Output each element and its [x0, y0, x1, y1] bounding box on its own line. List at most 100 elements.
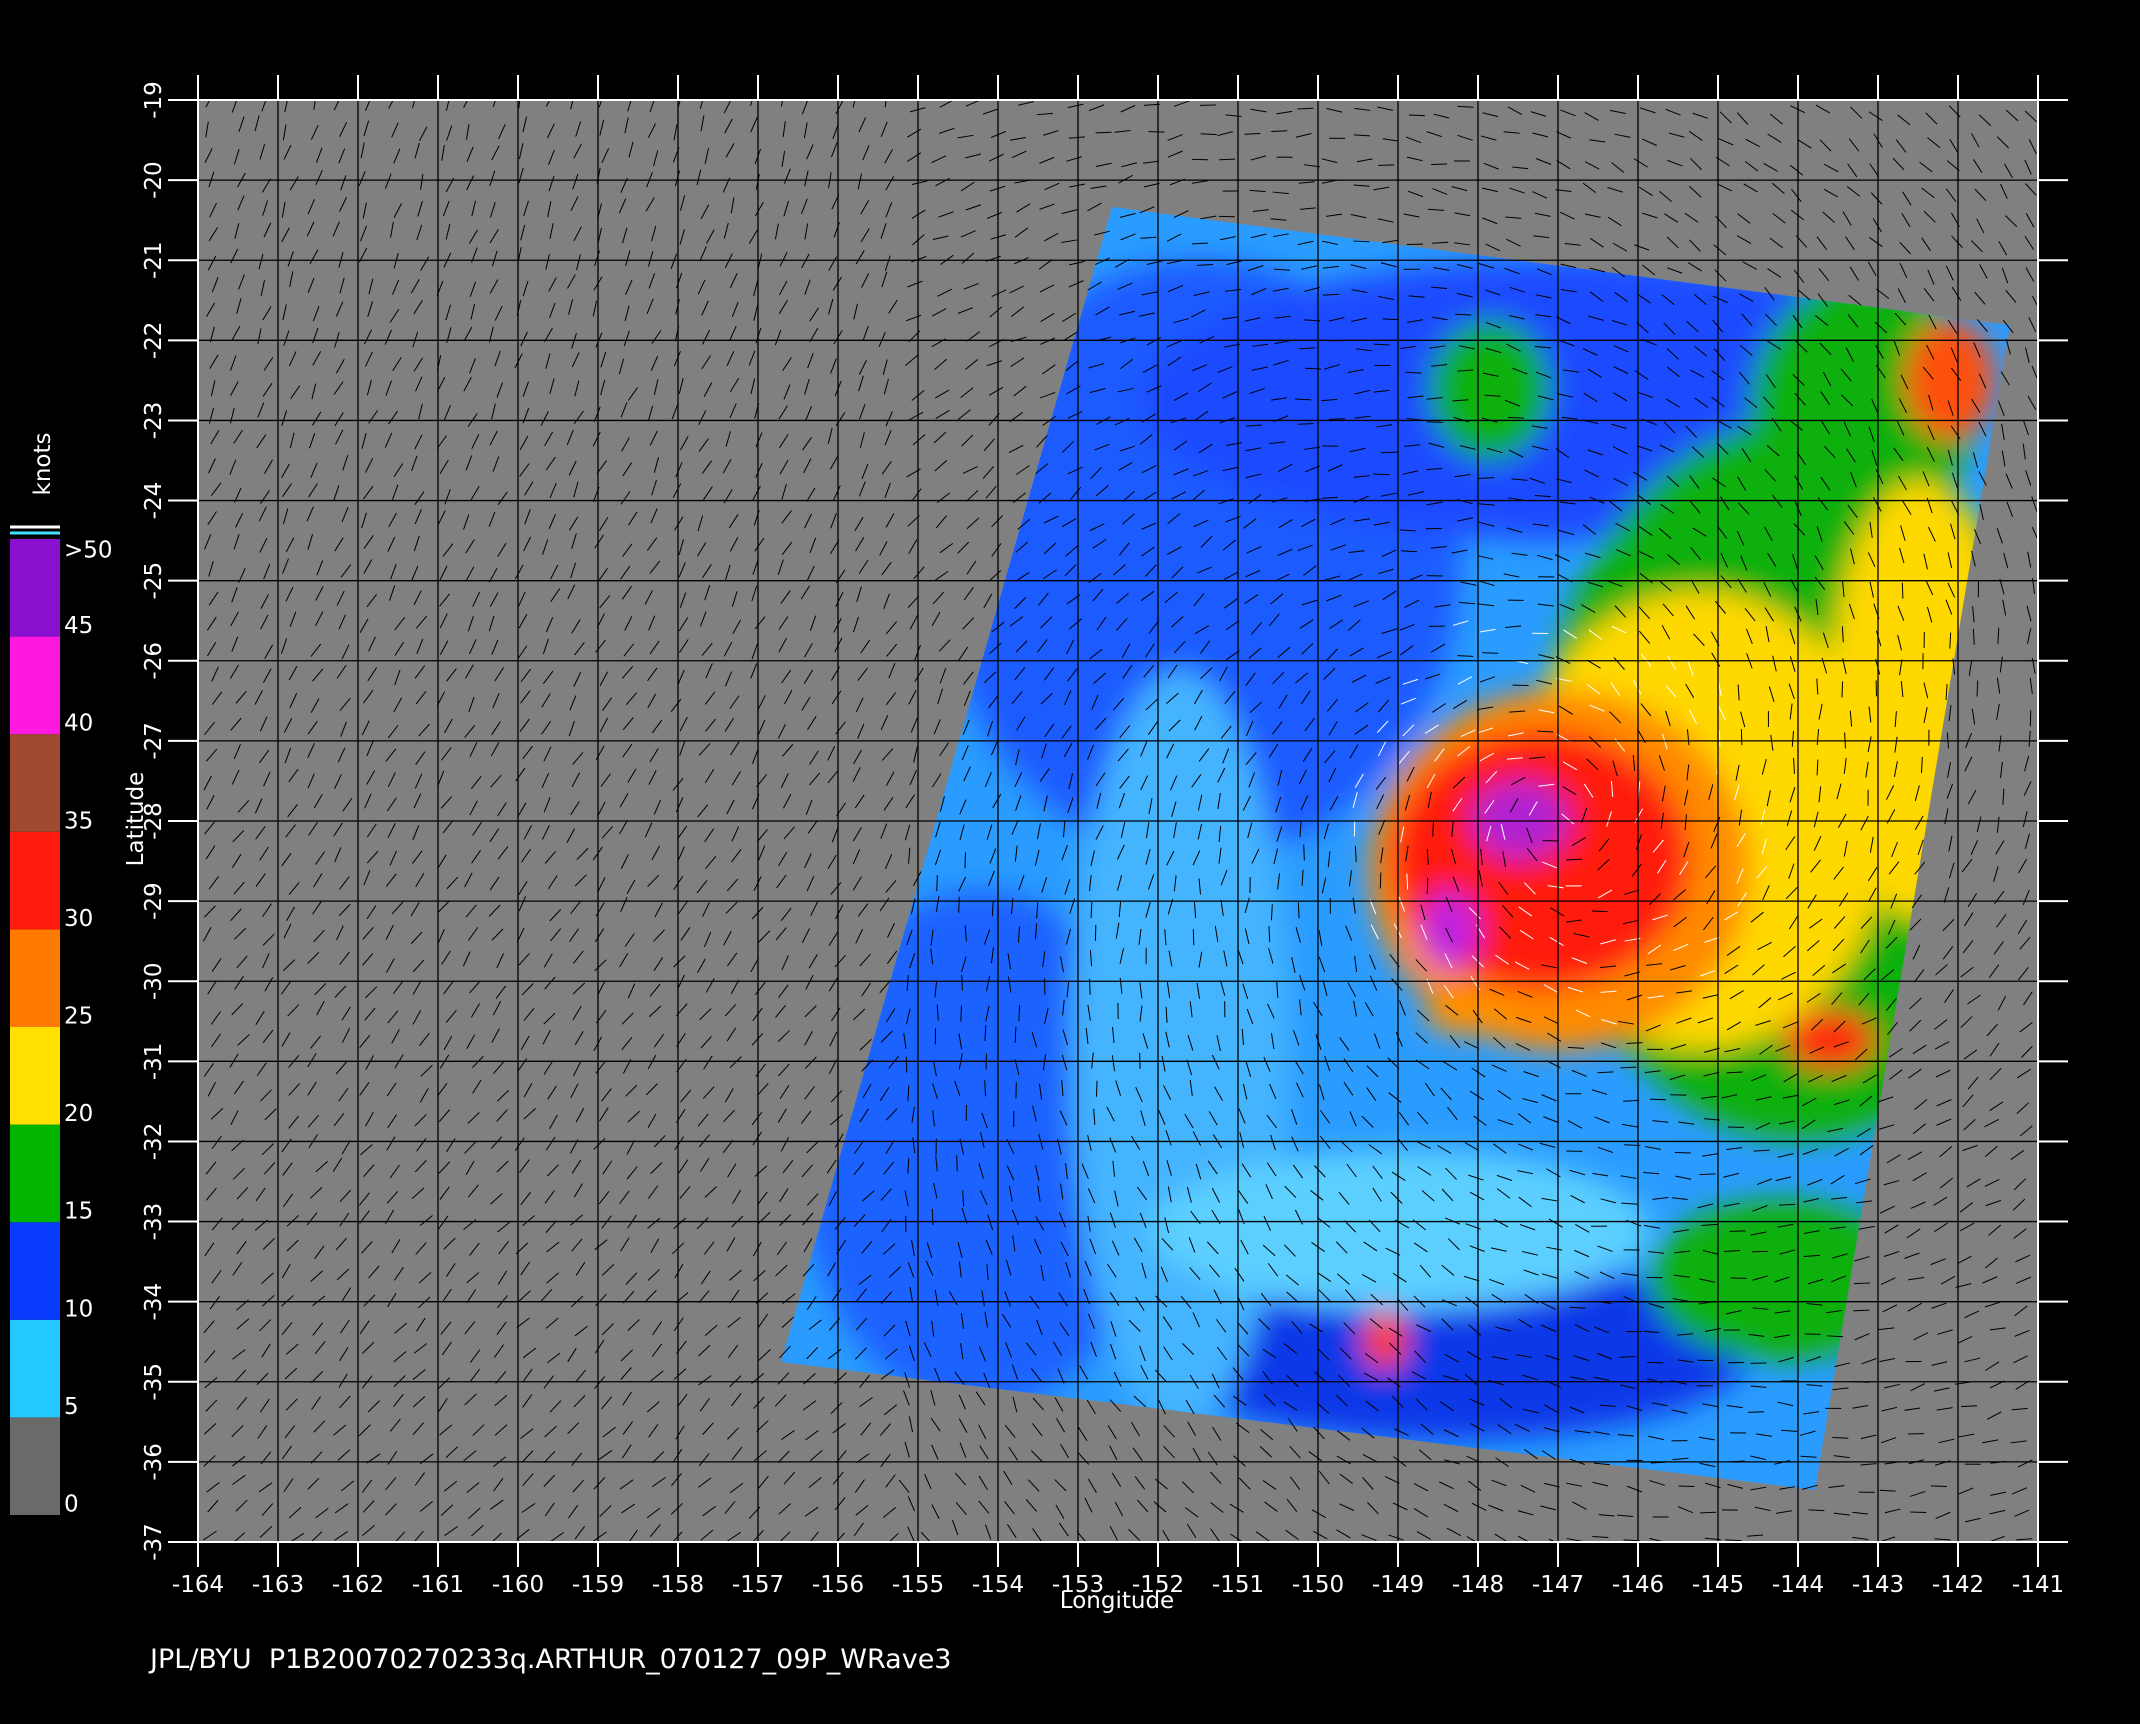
x-axis-title: Longitude	[1060, 1588, 1174, 1614]
wind-vector	[1700, 1512, 1716, 1513]
y-tick-label: -24	[141, 482, 167, 520]
colorbar-segment	[10, 929, 60, 1027]
wind-vector	[1353, 241, 1369, 242]
x-tick-label: -150	[1292, 1572, 1344, 1598]
x-tick-label: -154	[972, 1572, 1024, 1598]
wind-vector	[1777, 1543, 1793, 1544]
wind-vector	[1977, 681, 1978, 697]
x-tick-label: -148	[1452, 1572, 1504, 1598]
x-tick-label: -161	[412, 1572, 464, 1598]
colorbar-tick-label: 40	[64, 711, 93, 737]
y-tick-label: -19	[141, 81, 167, 119]
wind-vector	[1854, 1283, 1870, 1284]
x-tick-label: -157	[732, 1572, 784, 1598]
colorbar-segment	[10, 539, 60, 637]
colorbar-tick-label: 15	[64, 1199, 93, 1225]
y-tick-label: -37	[141, 1523, 167, 1561]
colorbar-segment	[10, 832, 60, 930]
y-tick-label: -26	[141, 642, 167, 680]
x-tick-label: -141	[2012, 1572, 2064, 1598]
wind-vector	[1832, 1545, 1848, 1548]
wind-vector	[1373, 474, 1389, 475]
y-tick-label: -21	[141, 241, 167, 279]
colorbar-tick-label: 0	[64, 1492, 79, 1518]
colorbar-segment	[10, 734, 60, 832]
y-tick-label: -27	[141, 722, 167, 760]
colorbar-tick-label: 45	[64, 613, 93, 639]
wind-vector	[1675, 1153, 1691, 1154]
y-tick-label: -32	[141, 1123, 167, 1161]
wind-vector	[1304, 844, 1305, 860]
y-tick-label: -22	[141, 322, 167, 360]
colorbar-tick-label: 25	[64, 1004, 93, 1030]
x-tick-label: -143	[1852, 1572, 1904, 1598]
y-tick-label: -34	[141, 1283, 167, 1321]
wind-vector	[937, 875, 938, 891]
wind-vector	[1842, 681, 1843, 697]
wind-vector	[1805, 1334, 1821, 1335]
wind-vector	[1409, 115, 1425, 116]
y-tick-label: -33	[141, 1203, 167, 1241]
x-tick-label: -160	[492, 1572, 544, 1598]
wind-vector	[1219, 159, 1235, 160]
colorbar-tick-label: 30	[64, 906, 93, 932]
wind-vector	[1380, 873, 1381, 889]
wind-vector	[1592, 911, 1608, 912]
x-tick-label: -164	[172, 1572, 224, 1598]
wind-vector	[1427, 422, 1443, 423]
wind-vector	[1620, 1067, 1636, 1068]
x-tick-label: -162	[332, 1572, 384, 1598]
y-tick-label: -20	[141, 161, 167, 199]
wind-vector	[1096, 132, 1112, 133]
wind-vector	[1700, 1174, 1716, 1175]
y-tick-label: -25	[141, 562, 167, 600]
colorbar-tick-label: 5	[64, 1394, 79, 1420]
x-tick-label: -146	[1612, 1572, 1664, 1598]
x-tick-label: -158	[652, 1572, 704, 1598]
wind-vector	[1808, 1510, 1824, 1511]
colorbar-tick-label: 10	[64, 1296, 93, 1322]
y-tick-label: -35	[141, 1363, 167, 1401]
colorbar-segment	[10, 1125, 60, 1223]
wind-vector	[1298, 902, 1299, 918]
wind-vector	[959, 897, 960, 913]
x-tick-label: -144	[1772, 1572, 1824, 1598]
wind-vector	[1508, 418, 1524, 419]
x-tick-label: -156	[812, 1572, 864, 1598]
y-tick-label: -23	[141, 402, 167, 440]
wind-vector	[1748, 1412, 1764, 1413]
x-tick-label: -147	[1532, 1572, 1584, 1598]
wind-vector	[932, 1209, 933, 1225]
colorbar-title: knots	[30, 433, 56, 496]
wind-vector	[1482, 653, 1498, 654]
y-tick-label: -36	[141, 1443, 167, 1481]
wind-vector	[1931, 1486, 1947, 1487]
wind-vector	[1298, 424, 1314, 425]
wind-vector	[961, 1006, 962, 1022]
wind-vector	[1431, 164, 1447, 165]
wind-vector	[1910, 1512, 1926, 1513]
wind-vector	[1832, 1438, 1848, 1439]
colorbar-segment	[10, 1417, 60, 1515]
x-tick-label: -151	[1212, 1572, 1264, 1598]
y-axis-title: Latitude	[123, 772, 149, 867]
wind-vector	[1381, 452, 1397, 453]
y-tick-label: -30	[141, 962, 167, 1000]
wind-vector	[1269, 926, 1270, 942]
colorbar-segment	[10, 637, 60, 735]
colorbar-segment	[10, 1320, 60, 1418]
x-tick-label: -159	[572, 1572, 624, 1598]
wind-vector	[1149, 132, 1165, 133]
colorbar-segment	[10, 1222, 60, 1320]
wind-vector	[962, 975, 963, 991]
colorbar-tick-label: 35	[64, 808, 93, 834]
wind-vector	[1244, 134, 1260, 135]
x-tick-label: -145	[1692, 1572, 1744, 1598]
x-tick-label: -142	[1932, 1572, 1984, 1598]
colorbar-segment	[10, 1027, 60, 1125]
wind-vector	[1329, 419, 1345, 420]
wind-vector	[1902, 583, 1903, 599]
wind-vector	[1096, 1081, 1097, 1097]
footer: JPL/BYU P1B20070270233q.ARTHUR_070127_09…	[148, 1644, 951, 1675]
